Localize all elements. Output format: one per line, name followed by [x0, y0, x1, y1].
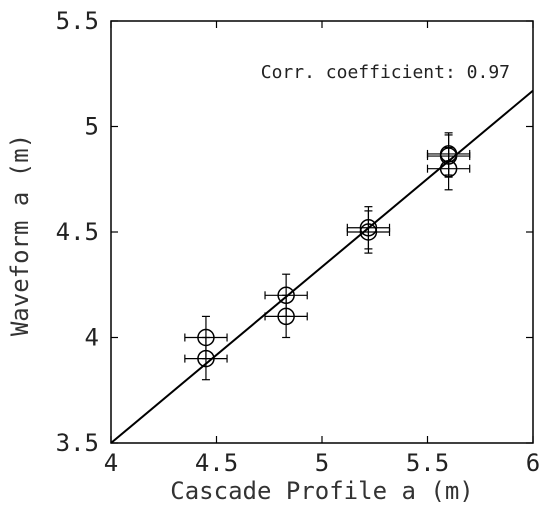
points-layer — [184, 132, 471, 381]
y-tick-label: 5.5 — [56, 7, 99, 35]
ticks — [110, 20, 534, 444]
point-marker — [439, 159, 458, 178]
x-tick-labels: 4 4.5 5 5.5 6 — [104, 449, 540, 477]
fit-line-layer — [110, 89, 534, 444]
data-point — [346, 210, 391, 254]
data-point — [264, 294, 308, 339]
y-tick-label: 5 — [85, 113, 99, 141]
fit-line — [110, 89, 534, 444]
data-point — [426, 147, 471, 191]
point-marker — [197, 349, 215, 368]
x-tick-label: 6 — [526, 449, 540, 477]
point-marker — [277, 307, 295, 326]
x-tick-label: 5.5 — [406, 449, 449, 477]
x-tick-label: 4.5 — [195, 449, 238, 477]
y-tick-labels: 3.5 4 4.5 5 5.5 — [56, 7, 99, 457]
x-tick-label: 5 — [315, 449, 329, 477]
correlation-annotation: Corr. coefficient: 0.97 — [261, 62, 510, 83]
x-axis-label: Cascade Profile a (m) — [170, 477, 473, 505]
plot-area-frame — [110, 20, 534, 444]
data-point — [184, 336, 228, 381]
y-tick-label: 3.5 — [56, 429, 99, 457]
y-tick-label: 4.5 — [56, 218, 99, 246]
y-tick-label: 4 — [85, 324, 99, 352]
x-tick-label: 4 — [104, 449, 118, 477]
point-marker — [359, 223, 378, 241]
y-axis-label: Waveform a (m) — [6, 134, 34, 336]
